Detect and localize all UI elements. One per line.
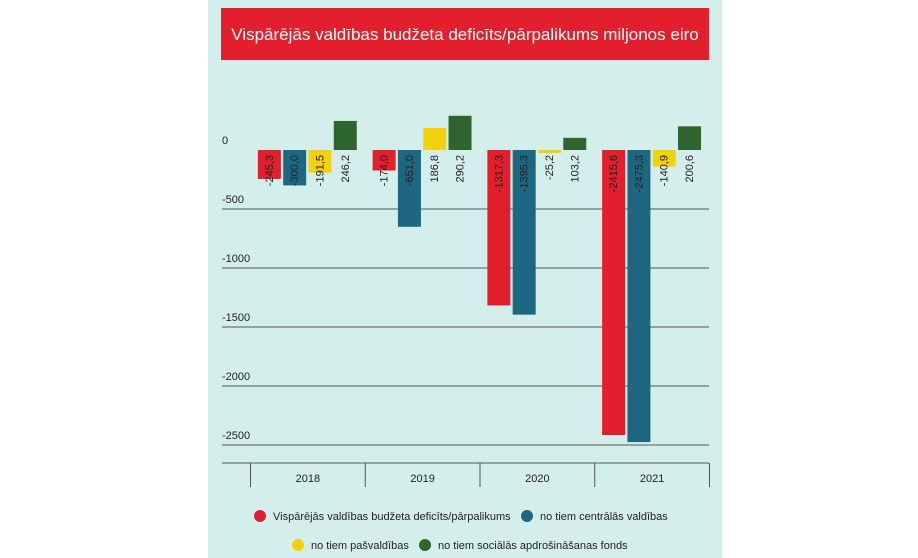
bar <box>333 120 357 150</box>
value-label: -2475,3 <box>633 155 645 192</box>
value-label: 200,6 <box>684 155 696 183</box>
bar <box>487 150 511 306</box>
bar <box>627 150 651 443</box>
value-label: -174,0 <box>379 155 391 186</box>
bar <box>652 150 676 167</box>
legend-marker <box>419 539 431 551</box>
legend-marker <box>521 510 533 522</box>
value-label: 290,2 <box>455 155 467 183</box>
bar <box>602 150 626 436</box>
value-label: -300,0 <box>289 155 301 186</box>
bar <box>423 127 447 150</box>
title-box <box>221 8 709 60</box>
y-tick-label: -500 <box>222 194 244 206</box>
x-tick-label: 2018 <box>296 473 320 485</box>
value-label: -191,5 <box>314 155 326 186</box>
value-label: -140,9 <box>659 155 671 186</box>
bar <box>537 150 561 153</box>
bar <box>512 150 536 315</box>
x-tick-label: 2019 <box>410 473 434 485</box>
bar <box>397 150 421 227</box>
bar <box>678 126 702 150</box>
bar <box>448 115 472 150</box>
legend-label: no tiem centrālās valdības <box>540 511 668 523</box>
bar <box>257 150 281 179</box>
x-tick-label: 2020 <box>525 473 549 485</box>
y-tick-label: 0 <box>222 135 228 147</box>
value-label: -245,3 <box>264 155 276 186</box>
chart-title: Vispārējās valdības budžeta deficīts/pār… <box>231 25 698 44</box>
legend-label: Vispārējās valdības budžeta deficīts/pār… <box>273 511 511 523</box>
value-label: 186,8 <box>429 155 441 183</box>
value-label: -2415,6 <box>608 155 620 192</box>
value-label: -1317,3 <box>493 155 505 192</box>
value-label: -1395,3 <box>519 155 531 192</box>
value-label: -651,0 <box>404 155 416 186</box>
legend-marker <box>254 510 266 522</box>
y-tick-label: -1500 <box>222 312 250 324</box>
bar <box>283 150 307 186</box>
legend-label: no tiem pašvaldības <box>311 540 409 552</box>
value-label: 246,2 <box>340 155 352 183</box>
x-tick-label: 2021 <box>640 473 664 485</box>
y-tick-label: -2500 <box>222 430 250 442</box>
value-label: 103,2 <box>569 155 581 183</box>
y-tick-label: -2000 <box>222 371 250 383</box>
bar <box>372 150 396 171</box>
y-tick-label: -1000 <box>222 253 250 265</box>
legend-label: no tiem sociālās apdrošināšanas fonds <box>438 540 628 552</box>
bar <box>308 150 332 173</box>
legend-marker <box>292 539 304 551</box>
value-label: -25,2 <box>544 155 556 180</box>
bar <box>563 137 587 150</box>
